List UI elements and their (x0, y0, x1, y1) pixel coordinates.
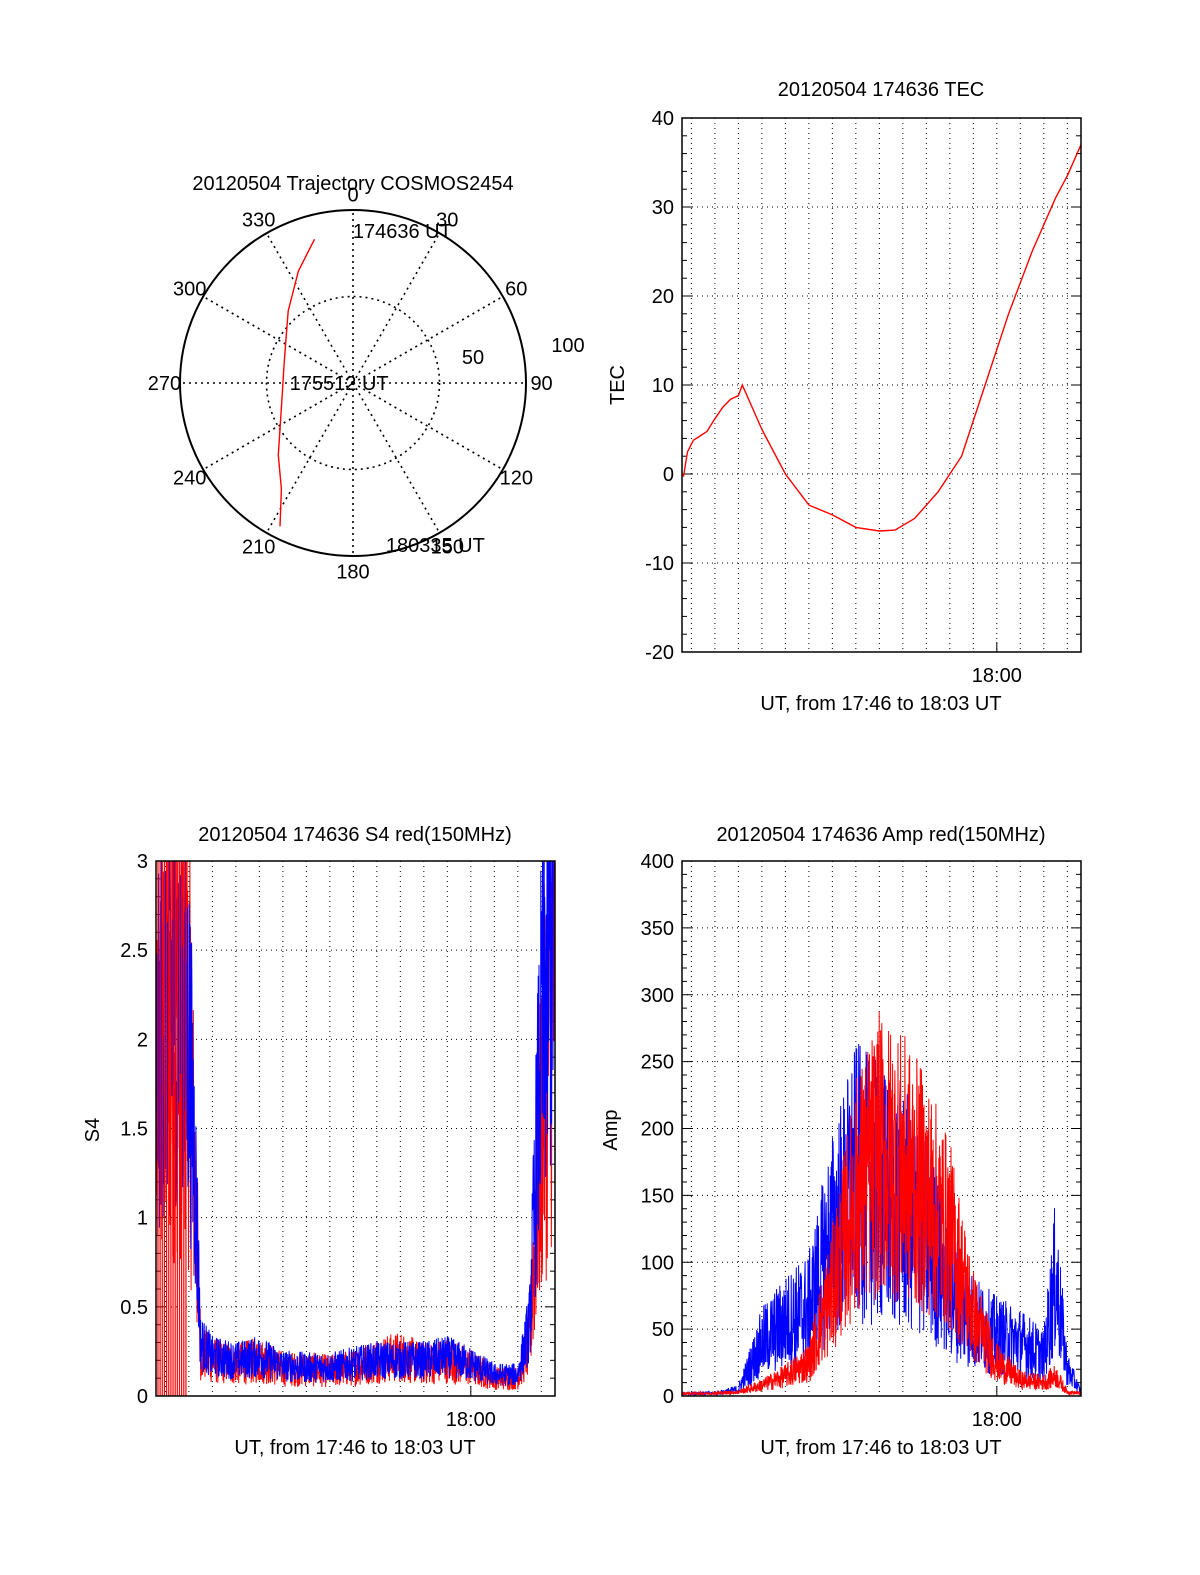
polar-spoke (202, 295, 354, 384)
s4-ytick-label: 0 (137, 1386, 148, 1408)
tec-ytick-label: 40 (652, 108, 674, 130)
tec-ylabel: TEC (607, 365, 629, 405)
amp-ytick-label: 150 (641, 1185, 674, 1207)
trajectory-polar-plot: 20120504 Trajectory COSMOS2454 0 30 60 90 12… (148, 173, 585, 584)
tec-ytick-label: -20 (645, 642, 674, 664)
amp-ytick-label: 250 (641, 1052, 674, 1074)
s4-title: 20120504 174636 S4 red(150MHz) (198, 824, 512, 846)
tec-ytick-label: 30 (652, 197, 674, 219)
tec-series-line (681, 144, 1082, 532)
s4-series-blue (156, 861, 555, 1386)
azimuth-label: 180 (336, 562, 369, 584)
polar-ring (265, 295, 441, 471)
s4-ytick-label: 2 (137, 1029, 148, 1051)
amp-plot-frame (681, 860, 1082, 1397)
s4-ytick-label: 1 (137, 1208, 148, 1230)
amp-xtick-label: 18:00 (972, 1409, 1022, 1431)
tec-plot: 20120504 174636 TEC UT, from 17:46 to 18… (607, 79, 1082, 715)
s4-ytick-label: 3 (137, 851, 148, 873)
tec-ytick-label: 0 (663, 464, 674, 486)
amp-series-blue (681, 1043, 1082, 1397)
trajectory-title: 20120504 Trajectory COSMOS2454 (192, 173, 513, 195)
amp-ytick-label: 100 (641, 1252, 674, 1274)
s4-ylabel: S4 (82, 1118, 104, 1142)
tec-xlabel: UT, from 17:46 to 18:03 UT (760, 693, 1001, 715)
s4-ytick-label: 1.5 (120, 1119, 148, 1141)
amp-ytick-label: 350 (641, 918, 674, 940)
s4-plot-frame (155, 860, 556, 1397)
amp-ytick-label: 50 (652, 1319, 674, 1341)
azimuth-label: 210 (242, 536, 275, 558)
amp-ytick-label: 200 (641, 1119, 674, 1141)
s4-series-red (156, 861, 555, 1391)
azimuth-label: 300 (173, 279, 206, 301)
trajectory-time-annotation: 175512 UT (290, 373, 389, 395)
trajectory-line (277, 238, 316, 527)
s4-series-group (156, 861, 555, 1396)
radial-label: 100 (551, 335, 584, 357)
azimuth-label: 240 (173, 467, 206, 489)
polar-spoke (352, 382, 504, 471)
azimuth-label: 0 (347, 184, 358, 206)
azimuth-label: 120 (500, 467, 533, 489)
amp-ytick-label: 300 (641, 985, 674, 1007)
amp-ytick-label: 0 (663, 1386, 674, 1408)
s4-ytick-label: 2.5 (120, 940, 148, 962)
polar-spoke (265, 232, 354, 384)
polar-spoke (202, 382, 354, 471)
amp-title: 20120504 174636 Amp red(150MHz) (716, 824, 1045, 846)
amp-series-red (681, 1011, 1082, 1397)
s4-xlabel: UT, from 17:46 to 18:03 UT (234, 1437, 475, 1459)
s4-plot: 20120504 174636 S4 red(150MHz) UT, from … (82, 824, 556, 1459)
azimuth-label: 30 (436, 210, 458, 232)
trajectory-time-annotation: 180335 UT (386, 535, 485, 557)
s4-ytick-label: 0.5 (120, 1297, 148, 1319)
azimuth-label: 270 (148, 373, 181, 395)
amp-plot: 20120504 174636 Amp red(150MHz) UT, from… (600, 824, 1082, 1459)
polar-outer-circle (179, 209, 527, 557)
azimuth-label: 90 (530, 373, 552, 395)
amp-xlabel: UT, from 17:46 to 18:03 UT (760, 1437, 1001, 1459)
trajectory-time-annotation: 174636 UT (353, 221, 452, 243)
amp-ytick-label: 400 (641, 851, 674, 873)
polar-spoke (352, 232, 441, 384)
radial-label: 50 (462, 347, 484, 369)
tec-title: 20120504 174636 TEC (778, 79, 984, 101)
tec-xtick-label: 18:00 (972, 665, 1022, 687)
tec-ytick-label: 20 (652, 286, 674, 308)
polar-spoke (352, 295, 504, 384)
azimuth-label: 330 (242, 210, 275, 232)
tec-ytick-label: 10 (652, 375, 674, 397)
amp-ylabel: Amp (600, 1109, 622, 1150)
s4-xtick-label: 18:00 (446, 1409, 496, 1431)
azimuth-label: 150 (431, 536, 464, 558)
polar-spoke (352, 382, 441, 534)
tec-ytick-label: -10 (645, 553, 674, 575)
tec-plot-frame (681, 117, 1082, 653)
azimuth-label: 60 (505, 279, 527, 301)
